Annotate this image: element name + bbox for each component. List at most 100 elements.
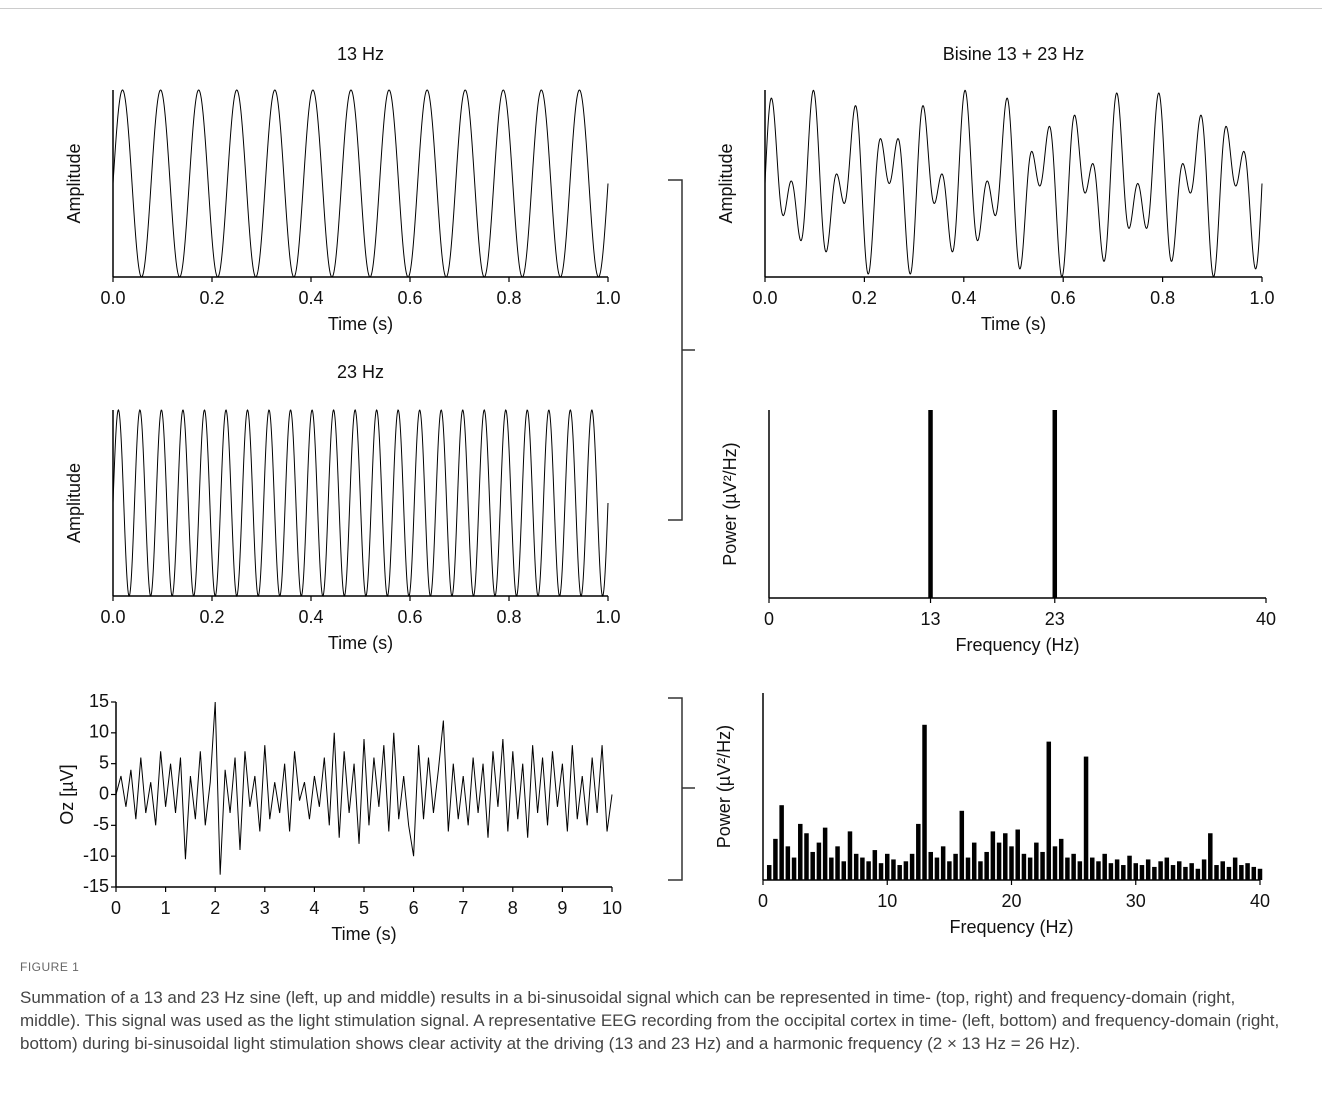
x-tick-label: 0.0 — [100, 288, 125, 308]
x-tick-label: 0.6 — [1051, 288, 1076, 308]
y-axis-label: Amplitude — [716, 143, 736, 223]
bar — [916, 823, 921, 880]
y-axis-label: Amplitude — [64, 143, 84, 223]
x-tick-label: 6 — [409, 898, 419, 918]
x-tick-label: 0.8 — [496, 288, 521, 308]
y-tick-label: 10 — [89, 722, 109, 742]
bar — [847, 831, 853, 880]
bar — [1040, 851, 1045, 880]
x-tick-label: 0.0 — [100, 607, 125, 627]
chart-title: 13 Hz — [337, 44, 384, 64]
chart-title: 23 Hz — [337, 362, 384, 382]
bar — [1003, 833, 1008, 880]
eeg-trace — [115, 701, 613, 875]
y-axis-label: Amplitude — [64, 463, 84, 543]
bar — [1058, 838, 1064, 880]
bar — [971, 842, 977, 880]
x-tick-label: 7 — [458, 898, 468, 918]
bar — [1114, 859, 1120, 880]
bar — [1027, 857, 1033, 880]
bar — [1090, 857, 1095, 880]
bar — [1133, 863, 1138, 880]
bar — [785, 846, 791, 880]
bar — [1052, 410, 1058, 598]
y-axis-label: Power (µV²/Hz) — [714, 725, 734, 848]
figure-label: FIGURE 1 — [20, 960, 80, 974]
bar — [816, 842, 822, 880]
bar — [1195, 868, 1201, 880]
bar — [1201, 859, 1207, 880]
figure: 13 Hz 0.0 0.2 0.4 0.6 0.8 1.0 Time (s) Amplitude… — [57, 44, 1276, 944]
bar — [1183, 866, 1188, 880]
bar — [773, 838, 778, 880]
x-tick-label: 10 — [602, 898, 622, 918]
bar — [903, 861, 909, 880]
x-tick-label: 23 — [1045, 609, 1065, 629]
chart-title: Bisine 13 + 23 Hz — [943, 44, 1085, 64]
y-tick-label: -5 — [93, 814, 109, 834]
bar — [878, 863, 884, 880]
x-axis-label: Time (s) — [331, 924, 396, 944]
x-tick-label: 0.4 — [298, 607, 323, 627]
x-axis-label: Frequency (Hz) — [949, 917, 1073, 937]
bar — [1220, 861, 1225, 880]
x-tick-label: 8 — [508, 898, 518, 918]
bracket — [668, 179, 695, 881]
x-tick-label: 0.8 — [1150, 288, 1175, 308]
bar — [1083, 756, 1089, 880]
bar — [885, 853, 890, 880]
bar — [1245, 863, 1250, 880]
bar — [866, 861, 871, 880]
figure-caption: Summation of a 13 and 23 Hz sine (left, … — [20, 988, 1280, 1053]
x-tick-label: 3 — [260, 898, 270, 918]
bar — [953, 853, 958, 880]
bar — [897, 865, 902, 880]
x-tick-label: 0.2 — [199, 607, 224, 627]
x-tick-label: 0.6 — [397, 607, 422, 627]
bar — [1145, 859, 1151, 880]
bar — [928, 851, 933, 880]
bar — [965, 857, 971, 880]
bar — [1052, 846, 1058, 880]
bar — [1170, 865, 1176, 880]
bar — [1127, 855, 1132, 880]
bar — [1065, 857, 1070, 880]
bar — [996, 842, 1002, 880]
x-tick-label: 0.2 — [199, 288, 224, 308]
y-tick-label: 5 — [99, 752, 109, 772]
bar — [1176, 861, 1182, 880]
sine-curve — [112, 409, 609, 597]
x-tick-label: 5 — [359, 898, 369, 918]
bar — [798, 823, 803, 880]
x-tick-label: 2 — [210, 898, 220, 918]
y-axis-label: Oz [µV] — [57, 764, 77, 824]
bar — [1108, 863, 1114, 880]
bar — [1009, 846, 1014, 880]
x-tick-label: 40 — [1250, 891, 1270, 911]
bar — [922, 724, 927, 880]
x-tick-label: 30 — [1126, 891, 1146, 911]
x-tick-label: 1.0 — [595, 607, 620, 627]
bar — [853, 853, 859, 880]
y-tick-label: -15 — [83, 876, 109, 896]
bar — [1208, 833, 1213, 880]
bar — [835, 846, 840, 880]
bar — [1239, 865, 1244, 880]
bar — [1189, 863, 1194, 880]
bar — [1102, 853, 1107, 880]
bar — [1152, 866, 1157, 880]
bar — [1034, 842, 1039, 880]
bar — [1251, 866, 1257, 880]
x-tick-label: 0 — [758, 891, 768, 911]
y-tick-label: 0 — [99, 783, 109, 803]
bar — [841, 861, 847, 880]
x-axis-label: Time (s) — [981, 314, 1046, 334]
x-tick-label: 0.6 — [397, 288, 422, 308]
sine-curve — [764, 89, 1263, 278]
bar — [779, 805, 784, 880]
top-border — [0, 8, 1322, 9]
x-tick-label: 1 — [161, 898, 171, 918]
bar — [766, 865, 772, 880]
y-axis-label: Power (µV²/Hz) — [720, 442, 740, 565]
